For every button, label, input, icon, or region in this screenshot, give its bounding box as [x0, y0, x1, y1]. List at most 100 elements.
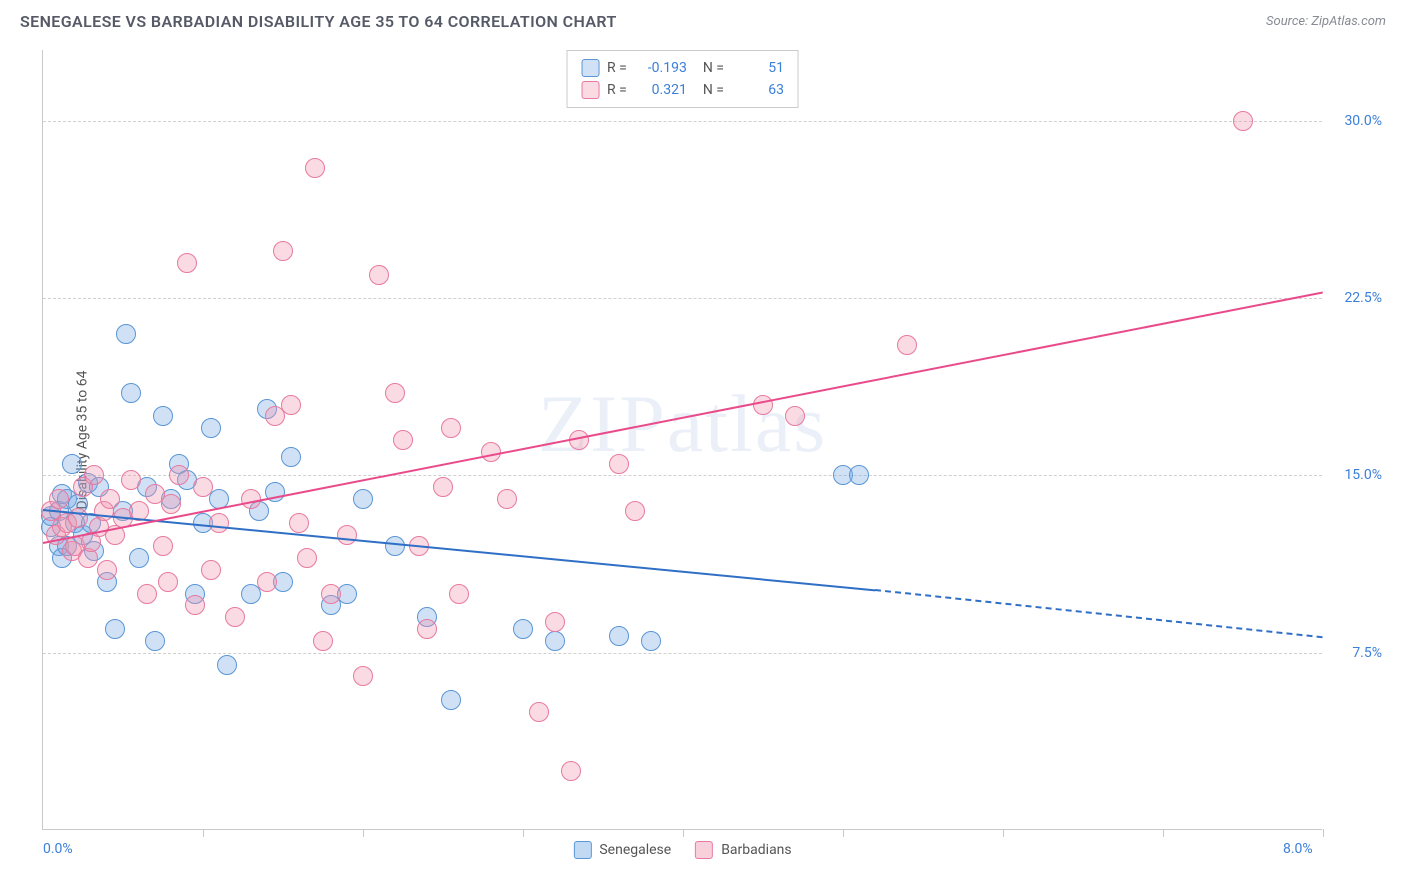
- data-point: [609, 626, 629, 646]
- x-tick: [363, 829, 364, 837]
- data-point: [62, 454, 82, 474]
- data-point: [273, 241, 293, 261]
- swatch-pink: [695, 841, 713, 859]
- data-point: [609, 454, 629, 474]
- data-point: [121, 470, 141, 490]
- scatter-plot: ZIPatlas Disability Age 35 to 64 R = -0.…: [42, 50, 1322, 830]
- data-point: [105, 619, 125, 639]
- gridline: [43, 653, 1322, 654]
- data-point: [641, 631, 661, 651]
- data-point: [305, 158, 325, 178]
- data-point: [49, 489, 69, 509]
- n-value-1: 51: [732, 57, 784, 79]
- data-point: [225, 607, 245, 627]
- y-tick-label: 30.0%: [1344, 113, 1382, 129]
- data-point: [145, 631, 165, 651]
- data-point: [369, 265, 389, 285]
- x-tick: [843, 829, 844, 837]
- r-value-1: -0.193: [635, 57, 687, 79]
- data-point: [116, 324, 136, 344]
- legend-item-senegalese: Senegalese: [573, 841, 671, 859]
- data-point: [158, 572, 178, 592]
- data-point: [193, 477, 213, 497]
- swatch-blue: [573, 841, 591, 859]
- data-point: [545, 631, 565, 651]
- data-point: [449, 584, 469, 604]
- data-point: [97, 560, 117, 580]
- swatch-blue: [581, 59, 599, 77]
- data-point: [529, 702, 549, 722]
- data-point: [185, 595, 205, 615]
- legend-row-barbadians: R = 0.321 N = 63: [581, 79, 784, 101]
- gridline: [43, 475, 1322, 476]
- data-point: [177, 253, 197, 273]
- data-point: [753, 395, 773, 415]
- data-point: [849, 465, 869, 485]
- data-point: [385, 536, 405, 556]
- correlation-legend: R = -0.193 N = 51 R = 0.321 N = 63: [566, 50, 799, 108]
- data-point: [441, 690, 461, 710]
- n-label: N =: [703, 79, 724, 101]
- data-point: [161, 494, 181, 514]
- r-label: R =: [607, 79, 627, 101]
- data-point: [153, 406, 173, 426]
- data-point: [561, 761, 581, 781]
- x-tick: [203, 829, 204, 837]
- data-point: [201, 560, 221, 580]
- series-legend: Senegalese Barbadians: [573, 841, 791, 859]
- x-tick: [1003, 829, 1004, 837]
- data-point: [441, 418, 461, 438]
- data-point: [897, 335, 917, 355]
- data-point: [545, 612, 565, 632]
- source-label: Source: ZipAtlas.com: [1266, 14, 1386, 29]
- data-point: [353, 489, 373, 509]
- legend-label: Senegalese: [599, 842, 671, 858]
- trend-line: [43, 291, 1323, 544]
- data-point: [281, 447, 301, 467]
- data-point: [337, 525, 357, 545]
- y-tick-label: 15.0%: [1344, 467, 1382, 483]
- x-tick: [1323, 829, 1324, 837]
- data-point: [385, 383, 405, 403]
- legend-label: Barbadians: [721, 842, 791, 858]
- data-point: [785, 406, 805, 426]
- data-point: [289, 513, 309, 533]
- swatch-pink: [581, 81, 599, 99]
- data-point: [209, 513, 229, 533]
- data-point: [497, 489, 517, 509]
- data-point: [153, 536, 173, 556]
- n-label: N =: [703, 57, 724, 79]
- data-point: [100, 489, 120, 509]
- data-point: [417, 619, 437, 639]
- x-tick: [683, 829, 684, 837]
- y-tick-label: 22.5%: [1344, 290, 1382, 306]
- data-point: [169, 465, 189, 485]
- data-point: [201, 418, 221, 438]
- data-point: [121, 383, 141, 403]
- chart-title: SENEGALESE VS BARBADIAN DISABILITY AGE 3…: [20, 12, 617, 31]
- data-point: [84, 465, 104, 485]
- gridline: [43, 121, 1322, 122]
- x-tick: [1163, 829, 1164, 837]
- trend-line: [875, 589, 1323, 638]
- data-point: [321, 584, 341, 604]
- data-point: [257, 572, 277, 592]
- data-point: [433, 477, 453, 497]
- x-tick-label: 8.0%: [1283, 841, 1313, 857]
- data-point: [353, 666, 373, 686]
- data-point: [129, 548, 149, 568]
- data-point: [393, 430, 413, 450]
- gridline: [43, 298, 1322, 299]
- data-point: [217, 655, 237, 675]
- r-label: R =: [607, 57, 627, 79]
- data-point: [513, 619, 533, 639]
- watermark: ZIPatlas: [538, 377, 827, 471]
- r-value-2: 0.321: [635, 79, 687, 101]
- data-point: [625, 501, 645, 521]
- data-point: [281, 395, 301, 415]
- data-point: [313, 631, 333, 651]
- n-value-2: 63: [732, 79, 784, 101]
- x-tick-label: 0.0%: [43, 841, 73, 857]
- data-point: [137, 584, 157, 604]
- x-tick: [523, 829, 524, 837]
